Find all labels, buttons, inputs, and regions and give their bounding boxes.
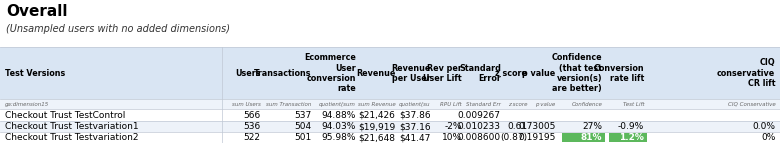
Text: 10%: 10% bbox=[441, 133, 462, 142]
Text: 501: 501 bbox=[294, 133, 311, 142]
Text: $37.86: $37.86 bbox=[399, 111, 431, 120]
Text: quotient(su: quotient(su bbox=[399, 102, 431, 107]
Text: 522: 522 bbox=[243, 133, 261, 142]
Bar bbox=[562, 133, 604, 142]
Text: z score: z score bbox=[508, 102, 527, 107]
Text: $41.47: $41.47 bbox=[399, 133, 431, 142]
Text: 0.0%: 0.0% bbox=[753, 122, 775, 131]
Text: Checkout Trust TestControl: Checkout Trust TestControl bbox=[5, 111, 125, 120]
Text: Ecommerce
User
conversion
rate: Ecommerce User conversion rate bbox=[303, 53, 356, 93]
Text: Conversion
rate lift: Conversion rate lift bbox=[594, 64, 644, 83]
Text: Test Versions: Test Versions bbox=[5, 69, 65, 78]
Text: CIQ
conservative
CR lift: CIQ conservative CR lift bbox=[717, 58, 775, 88]
Text: p value: p value bbox=[535, 102, 555, 107]
Text: p value: p value bbox=[522, 69, 555, 78]
Text: 536: 536 bbox=[243, 122, 261, 131]
Text: $19,919: $19,919 bbox=[358, 122, 395, 131]
Bar bbox=[609, 133, 647, 142]
Text: sum Revenue: sum Revenue bbox=[358, 102, 395, 107]
Text: 27%: 27% bbox=[582, 122, 602, 131]
Text: sum Users: sum Users bbox=[232, 102, 261, 107]
Text: RPU Lift: RPU Lift bbox=[440, 102, 462, 107]
Text: (Unsampled users with no added dimensions): (Unsampled users with no added dimension… bbox=[6, 24, 230, 34]
Text: 537: 537 bbox=[294, 111, 311, 120]
Text: 566: 566 bbox=[243, 111, 261, 120]
Text: Rev per
User Lift: Rev per User Lift bbox=[423, 64, 462, 83]
Text: Test Lift: Test Lift bbox=[622, 102, 644, 107]
Text: 0.010233: 0.010233 bbox=[458, 122, 501, 131]
Text: $21,426: $21,426 bbox=[359, 111, 395, 120]
Text: 81%: 81% bbox=[580, 133, 602, 142]
Text: 1.2%: 1.2% bbox=[619, 133, 644, 142]
Text: Revenue
per User: Revenue per User bbox=[392, 64, 431, 83]
Text: CIQ Conservative: CIQ Conservative bbox=[728, 102, 775, 107]
Text: z score: z score bbox=[495, 69, 527, 78]
Text: 0.61: 0.61 bbox=[507, 122, 527, 131]
Text: Confidence: Confidence bbox=[571, 102, 602, 107]
Text: $21,648: $21,648 bbox=[359, 133, 395, 142]
Bar bbox=[0, 132, 780, 143]
Text: 0%: 0% bbox=[761, 133, 775, 142]
Text: 0.008600: 0.008600 bbox=[458, 133, 501, 142]
Text: Transactions: Transactions bbox=[254, 69, 311, 78]
Text: 0.19195: 0.19195 bbox=[518, 133, 555, 142]
Text: -0.9%: -0.9% bbox=[618, 122, 644, 131]
Text: Revenue: Revenue bbox=[356, 69, 395, 78]
Text: 94.88%: 94.88% bbox=[321, 111, 356, 120]
Text: 0.73005: 0.73005 bbox=[518, 122, 555, 131]
Text: Standard Err: Standard Err bbox=[466, 102, 501, 107]
Text: 0.009267: 0.009267 bbox=[458, 111, 501, 120]
Bar bbox=[0, 109, 780, 121]
Text: 95.98%: 95.98% bbox=[321, 133, 356, 142]
Text: Standard
Error: Standard Error bbox=[459, 64, 501, 83]
Text: Checkout Trust Testvariation1: Checkout Trust Testvariation1 bbox=[5, 122, 138, 131]
Text: ga:dimension15: ga:dimension15 bbox=[5, 102, 49, 107]
Text: 504: 504 bbox=[294, 122, 311, 131]
Text: $37.16: $37.16 bbox=[399, 122, 431, 131]
Bar bbox=[0, 99, 780, 109]
Text: -2%: -2% bbox=[445, 122, 462, 131]
Bar bbox=[0, 47, 780, 99]
Text: Checkout Trust Testvariation2: Checkout Trust Testvariation2 bbox=[5, 133, 138, 142]
Text: (0.87): (0.87) bbox=[500, 133, 527, 142]
Text: Overall: Overall bbox=[6, 4, 68, 19]
Text: sum Transaction: sum Transaction bbox=[266, 102, 311, 107]
Text: Confidence
(that test
version(s)
are better): Confidence (that test version(s) are bet… bbox=[551, 53, 602, 93]
Bar bbox=[0, 121, 780, 132]
Text: Users: Users bbox=[235, 69, 261, 78]
Text: 94.03%: 94.03% bbox=[321, 122, 356, 131]
Text: quotient(sum: quotient(sum bbox=[319, 102, 356, 107]
